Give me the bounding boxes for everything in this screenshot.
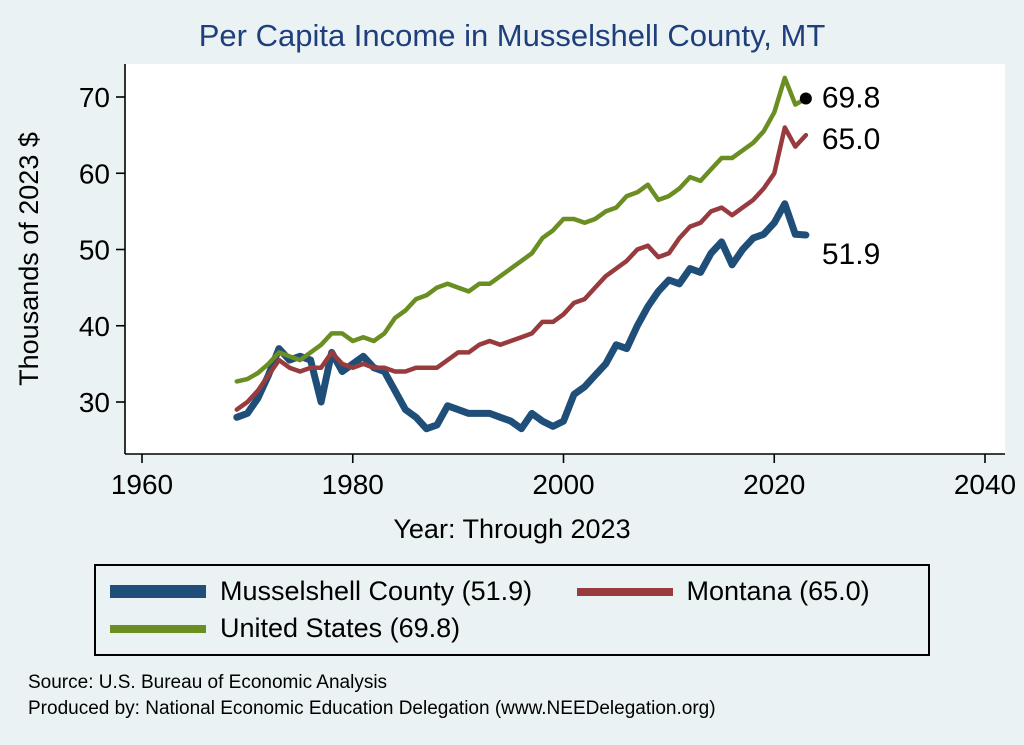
x-tick-label: 2000 bbox=[532, 469, 594, 500]
legend-item-musselshell-county: Musselshell County (51.9) bbox=[110, 576, 532, 607]
y-tick-label: 30 bbox=[79, 387, 110, 418]
plot-area bbox=[125, 64, 1005, 454]
series-end-dot-united-states bbox=[799, 92, 812, 105]
series-line-montana bbox=[234, 125, 809, 412]
legend-label-montana: Montana (65.0) bbox=[686, 576, 870, 606]
x-axis-title: Year: Through 2023 bbox=[393, 514, 631, 544]
y-axis-title: Thousands of 2023 $ bbox=[14, 132, 44, 386]
series-line-united-states bbox=[234, 75, 809, 384]
x-tick-label: 2020 bbox=[743, 469, 805, 500]
y-tick-label: 60 bbox=[79, 158, 110, 189]
legend-item-montana: Montana (65.0) bbox=[576, 576, 870, 607]
x-tick-label: 1980 bbox=[322, 469, 384, 500]
legend-swatch-united-states bbox=[110, 624, 206, 633]
series-end-label-united-states: 69.8 bbox=[822, 82, 880, 115]
y-tick-label: 70 bbox=[79, 82, 110, 113]
series-end-label-montana: 65.0 bbox=[822, 123, 880, 156]
footer: Source: U.S. Bureau of Economic Analysis… bbox=[28, 670, 1024, 721]
x-tick-label: 1960 bbox=[111, 469, 173, 500]
legend-item-united-states: United States (69.8) bbox=[110, 613, 532, 644]
legend-items: Musselshell County (51.9) Montana (65.0) U… bbox=[110, 576, 914, 644]
legend-swatch-montana bbox=[576, 587, 673, 596]
legend-swatch-musselshell-county bbox=[110, 585, 206, 598]
produced-by-note: Produced by: National Economic Education… bbox=[28, 697, 716, 719]
chart-title: Per Capita Income in Musselshell County,… bbox=[198, 18, 826, 53]
line-chart: 1960 1980 2000 2020 2040 30 40 50 60 70 Thousands … bbox=[14, 64, 1016, 500]
y-tick-label: 50 bbox=[79, 235, 110, 266]
legend-label-united-states: United States (69.8) bbox=[220, 613, 461, 643]
series-end-label-musselshell-county: 51.9 bbox=[822, 238, 880, 271]
y-tick-label: 40 bbox=[79, 311, 110, 342]
legend-label-musselshell-county: Musselshell County (51.9) bbox=[220, 576, 533, 606]
x-tick-label: 2040 bbox=[954, 469, 1016, 500]
legend: Musselshell County (51.9) Montana (65.0) U… bbox=[94, 564, 930, 656]
source-note: Source: U.S. Bureau of Economic Analysis bbox=[28, 672, 388, 693]
